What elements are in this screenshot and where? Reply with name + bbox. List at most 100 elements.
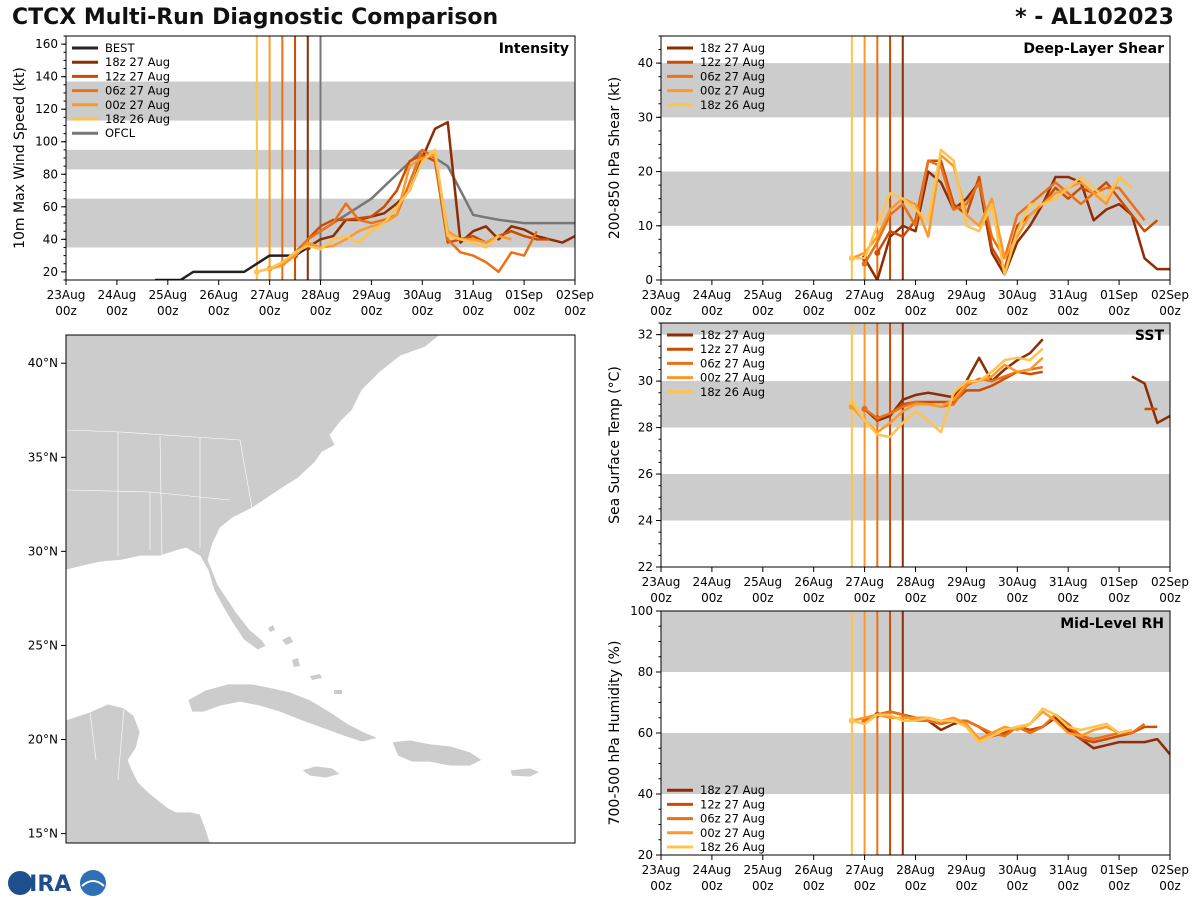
shear-xtick-label: 25Aug [743, 288, 782, 302]
rh-xtick-label: 25Aug [743, 863, 782, 877]
track-ofcl-point [470, 464, 479, 473]
shear-xtick-label: 00z [650, 304, 672, 318]
shear-series-start-point [848, 255, 855, 262]
rh-xtick-label: 30Aug [998, 863, 1037, 877]
track-track-point [231, 481, 239, 490]
shear-xtick-label: 00z [1159, 304, 1181, 318]
sst-xtick-label: 24Aug [693, 575, 732, 589]
intensity-band [66, 81, 575, 121]
land-cuba [187, 683, 380, 743]
rh-xtick-label: 00z [1159, 879, 1181, 893]
intensity-frame [65, 35, 576, 281]
shear-series-group [848, 148, 1170, 280]
track-series-group [130, 433, 479, 821]
track-legend-label: 12z 27 Aug [105, 368, 170, 382]
intensity-xtick-label: 23Aug [47, 288, 86, 302]
sst-xtick-label: 27Aug [845, 575, 884, 589]
shear-xtick-label: 00z [752, 304, 774, 318]
intensity-xtick-label: 00z [55, 304, 77, 318]
shear-ylabel: 200-850 hPa Shear (kt) [607, 77, 623, 239]
track-track-point [157, 688, 165, 697]
rh-xtick-label: 00z [752, 879, 774, 893]
track-best-point [167, 651, 175, 659]
sst-series-start-point [848, 399, 855, 406]
rh-legend-label: 18z 26 Aug [700, 840, 765, 854]
intensity-series-start-point [253, 268, 260, 275]
sst-xtick-label: 00z [803, 591, 825, 605]
shear-xtick-label: 24Aug [693, 288, 732, 302]
sst-ytick-label: 24 [638, 514, 653, 528]
sst-series-start-point [848, 403, 855, 410]
rh-title: Mid-Level RH [1060, 616, 1164, 632]
track-series-line [130, 450, 305, 739]
sst-xtick-label: 00z [701, 591, 723, 605]
rh-frame [660, 610, 1171, 856]
shear-legend-label: 18z 26 Aug [700, 98, 765, 112]
rh-series-line [877, 710, 1158, 744]
shear-ytick-label: 10 [638, 219, 653, 233]
rh-ylabel: 700-500 hPa Humidity (%) [607, 641, 623, 826]
intensity-series-line [256, 148, 500, 274]
shear-ytick-label: 30 [638, 110, 653, 124]
intensity-legend-label: 18z 27 Aug [105, 55, 170, 69]
rh-xtick-label: 24Aug [693, 863, 732, 877]
sst-series-start-point [861, 405, 868, 412]
shear-band [661, 63, 1170, 118]
shear-legend-label: 00z 27 Aug [700, 84, 765, 98]
intensity-title: Intensity [499, 41, 569, 57]
rh-ytick-label: 60 [638, 726, 653, 740]
shear-xtick-label: 00z [905, 304, 927, 318]
land-north-america [66, 335, 441, 651]
track-ytick-label: 30°N [28, 544, 58, 558]
state-borders [66, 429, 253, 781]
intensity-ytick-label: 100 [35, 135, 58, 149]
sst-xtick-label: 23Aug [642, 575, 681, 589]
track-best-point [169, 690, 177, 698]
rh-legend-label: 12z 27 Aug [700, 797, 765, 811]
intensity-xtick-label: 30Aug [403, 288, 442, 302]
shear-xtick-label: 23Aug [642, 288, 681, 302]
intensity-xtick-label: 29Aug [352, 288, 391, 302]
intensity-ytick-label: 120 [35, 102, 58, 116]
track-track-point [196, 528, 205, 537]
track-legend-label: 00z 27 Aug [105, 397, 170, 411]
intensity-xtick-label: 25Aug [148, 288, 187, 302]
intensity-series-line [294, 153, 550, 257]
sst-xtick-label: 00z [905, 591, 927, 605]
track-track-point [170, 607, 179, 616]
rh-ytick-label: 40 [638, 787, 653, 801]
sst-ytick-label: 28 [638, 421, 653, 435]
intensity-series-line [307, 120, 575, 249]
sst-xtick-label: 02Sep [1151, 575, 1189, 589]
shear-legend-label: 06z 27 Aug [700, 69, 765, 83]
intensity-legend-label: 06z 27 Aug [105, 84, 170, 98]
track-track-point [155, 666, 164, 674]
sst-legend-label: 18z 27 Aug [700, 328, 765, 342]
track-track-point [198, 532, 206, 541]
sst-series-start-point [874, 415, 881, 422]
sst-xtick-label: 31Aug [1049, 575, 1088, 589]
shear-legend-label: 18z 27 Aug [700, 41, 765, 55]
intensity-xtick-label: 00z [412, 304, 434, 318]
intensity-ytick-label: 40 [43, 232, 58, 246]
track-track-point [259, 461, 267, 469]
track-ytick-label: 20°N [28, 733, 58, 747]
intensity-series-start-point [266, 265, 273, 272]
track-track-point [164, 647, 172, 655]
rh-xtick-label: 31Aug [1049, 863, 1088, 877]
shear-ytick-label: 40 [638, 56, 653, 70]
sst-xtick-label: 00z [650, 591, 672, 605]
chart-title: CTCX Multi-Run Diagnostic Comparison [12, 5, 499, 30]
shear-xtick-label: 28Aug [896, 288, 935, 302]
sst-xtick-label: 00z [854, 591, 876, 605]
intensity-xtick-label: 00z [361, 304, 383, 318]
intensity-ytick-label: 60 [43, 200, 58, 214]
shear-ytick-label: 20 [638, 165, 653, 179]
shear-xtick-label: 30Aug [998, 288, 1037, 302]
shear-title: Deep-Layer Shear [1023, 41, 1164, 57]
intensity-layer: 20 40 60 80 100 120 140 160 23Aug 00z 24Aug 00z 25Au… [12, 35, 594, 318]
rh-series-group [848, 707, 1170, 756]
sst-band [661, 474, 1170, 521]
